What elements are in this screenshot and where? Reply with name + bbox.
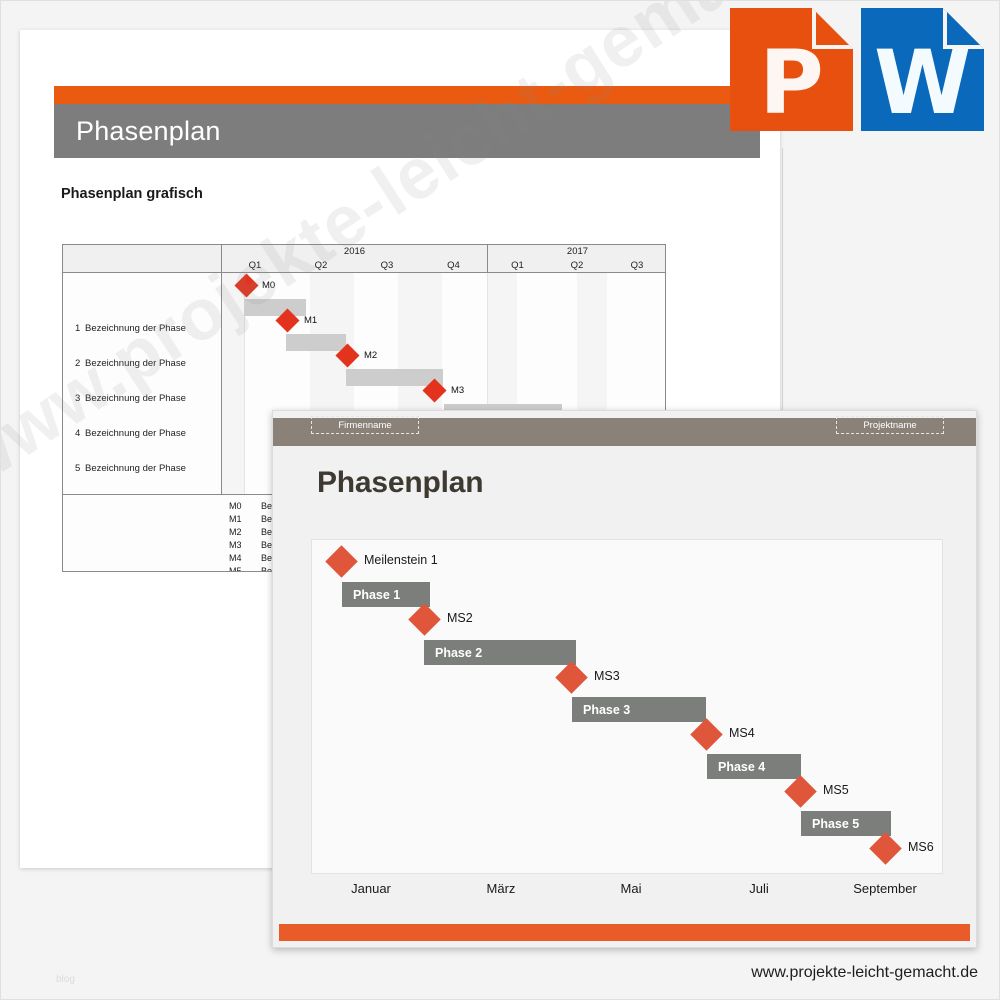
- document-blog-mark: blog: [56, 974, 75, 985]
- gantt-row-label-3: 3 Bezeichnung der Phase: [75, 393, 186, 404]
- slide-top-bar: [273, 418, 976, 446]
- milestone-diamond-2: [408, 603, 441, 636]
- axis-tick-maerz: März: [486, 881, 516, 896]
- milestone-label-5: MS5: [823, 783, 849, 797]
- gantt-quarter-row: Q1 Q2 Q3 Q4 Q1 Q2 Q3: [222, 259, 665, 273]
- gantt-row-label-4: 4 Bezeichnung der Phase: [75, 428, 186, 439]
- gantt-row-text-3: Bezeichnung der Phase: [85, 393, 186, 404]
- slide-bottom-bar: [279, 924, 970, 941]
- gantt-gridline: [244, 273, 245, 494]
- legend-code: M1: [229, 514, 242, 524]
- gantt-row-num-2: 2: [75, 358, 81, 369]
- gantt-quarter-2017-q1: Q1: [487, 259, 547, 273]
- milestone-diamond-4: [690, 718, 723, 751]
- milestone-label-2: MS2: [447, 611, 473, 625]
- milestone-label-6: MS6: [908, 840, 934, 854]
- milestone-label-m1: M1: [304, 315, 318, 326]
- gantt-table-header: 2016 2017 Q1 Q2 Q3 Q4 Q1 Q2 Q3: [63, 245, 665, 273]
- gantt-row-num-3: 3: [75, 393, 81, 404]
- milestone-label-1: Meilenstein 1: [364, 553, 438, 567]
- legend-code: M3: [229, 540, 242, 550]
- legend-code: M5: [229, 566, 242, 571]
- phase-bar-2: Phase 2: [424, 640, 576, 665]
- document-gantt-table: 2016 2017 Q1 Q2 Q3 Q4 Q1 Q2 Q3 1 Bezeichn…: [62, 244, 666, 572]
- milestone-diamond-5: [784, 775, 817, 808]
- gantt-row-text-1: Bezeichnung der Phase: [85, 323, 186, 334]
- axis-tick-september: September: [853, 881, 917, 896]
- document-accent-bar: [54, 86, 760, 104]
- firmenname-placeholder[interactable]: Firmenname: [311, 416, 419, 434]
- powerpoint-icon-shape: [730, 8, 853, 131]
- gantt-row-num-5: 5: [75, 463, 81, 474]
- document-subtitle: Phasenplan grafisch: [61, 186, 203, 202]
- axis-tick-januar: Januar: [351, 881, 391, 896]
- phase-bar-1: Phase 1: [342, 582, 430, 607]
- slide-title: Phasenplan: [317, 466, 484, 499]
- slide-chart-axis: Januar März Mai Juli September: [311, 881, 943, 907]
- legend-code: M4: [229, 553, 242, 563]
- gantt-quarter-2016-q1: Q1: [248, 260, 262, 271]
- gantt-row-label-2: 2 Bezeichnung der Phase: [75, 358, 186, 369]
- document-title-bar: Phasenplan: [54, 104, 760, 158]
- gantt-quarter-2016-q4: Q4: [447, 260, 460, 271]
- gantt-row-label-5: 5 Bezeichnung der Phase: [75, 463, 186, 474]
- milestone-label-m3: M3: [451, 385, 465, 396]
- gantt-row-text-2: Bezeichnung der Phase: [85, 358, 186, 369]
- gantt-gridline: [487, 273, 488, 494]
- axis-tick-juli: Juli: [749, 881, 769, 896]
- phase-bar-4: Phase 4: [707, 754, 801, 779]
- gantt-bar-2: [286, 334, 346, 351]
- gantt-bar-1: [244, 299, 306, 316]
- gantt-row-label-1: 1 Bezeichnung der Phase: [75, 323, 186, 334]
- gantt-quarter-2016-q3: Q3: [380, 260, 394, 271]
- gantt-quarter-2017-q3: Q3: [630, 260, 644, 271]
- phase-bar-3: Phase 3: [572, 697, 706, 722]
- milestone-label-m2: M2: [364, 350, 378, 361]
- word-icon-shape: [861, 8, 984, 131]
- gantt-row-label-column: 1 Bezeichnung der Phase 2 Bezeichnung der …: [63, 273, 222, 494]
- phasenplan-slide: Firmenname Projektname Phasenplan Meilen…: [272, 410, 977, 948]
- milestone-label-m0: M0: [262, 280, 276, 291]
- gantt-year-2017: 2017: [487, 245, 667, 259]
- gantt-year-row: 2016 2017: [222, 245, 665, 259]
- footer-website-url: www.projekte-leicht-gemacht.de: [751, 964, 978, 981]
- word-file-icon: W: [861, 8, 984, 131]
- legend-code: M0: [229, 501, 242, 511]
- gantt-row-num-1: 1: [75, 323, 81, 334]
- gantt-quarter-2017-q2: Q2: [570, 260, 584, 271]
- gantt-bar-3: [346, 369, 443, 386]
- milestone-diamond-1: [325, 545, 358, 578]
- powerpoint-letter: P: [759, 31, 824, 134]
- phase-bar-5: Phase 5: [801, 811, 891, 836]
- powerpoint-file-icon: P: [730, 8, 853, 131]
- gantt-quarter-2016-q2: Q2: [314, 260, 328, 271]
- word-letter: W: [873, 31, 972, 134]
- background-page-edge-line: [782, 148, 783, 418]
- gantt-row-text-5: Bezeichnung der Phase: [85, 463, 186, 474]
- milestone-diamond-6: [869, 832, 902, 865]
- legend-code: M2: [229, 527, 242, 537]
- milestone-diamond-3: [555, 661, 588, 694]
- gantt-row-text-4: Bezeichnung der Phase: [85, 428, 186, 439]
- slide-gantt-chart: Meilenstein 1 Phase 1 MS2 Phase 2 MS3 Ph…: [311, 539, 943, 874]
- gantt-year-2016: 2016: [343, 246, 366, 257]
- gantt-header-label-column: [63, 245, 222, 272]
- milestone-label-3: MS3: [594, 669, 620, 683]
- gantt-row-num-4: 4: [75, 428, 81, 439]
- milestone-label-4: MS4: [729, 726, 755, 740]
- gantt-column-stripe: [222, 273, 244, 494]
- document-title: Phasenplan: [76, 116, 221, 146]
- axis-tick-mai: Mai: [620, 881, 642, 896]
- projektname-placeholder[interactable]: Projektname: [836, 416, 944, 434]
